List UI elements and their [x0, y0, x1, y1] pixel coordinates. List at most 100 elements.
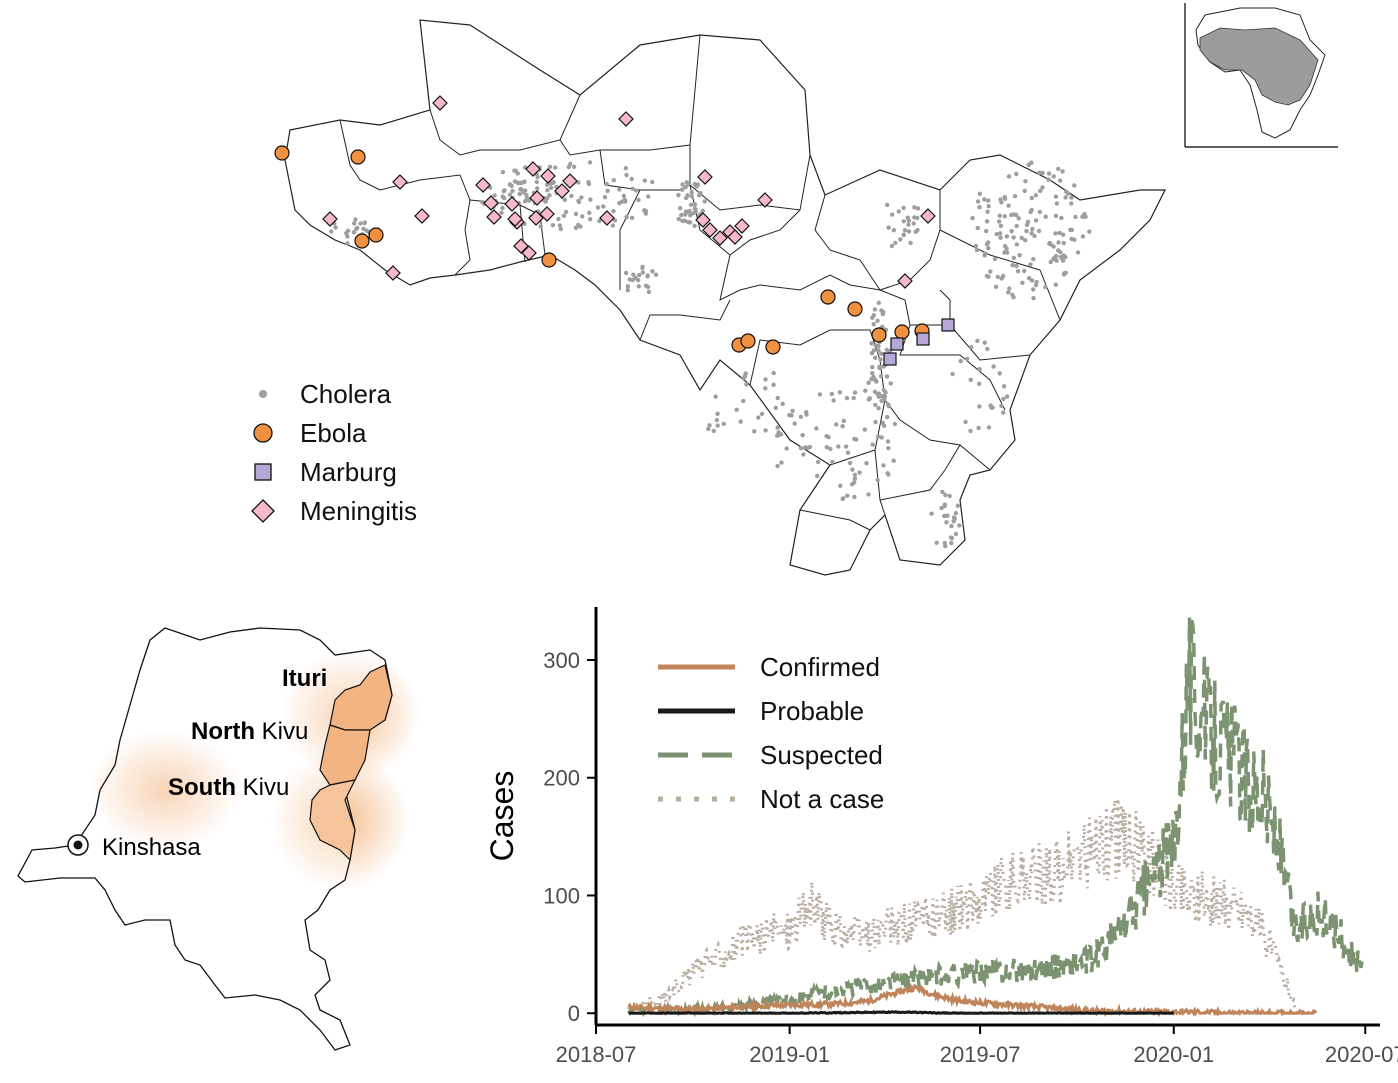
cholera-point [1053, 194, 1059, 199]
cholera-point [499, 210, 504, 215]
cholera-point [1072, 237, 1077, 242]
cholera-point [878, 357, 883, 362]
cholera-point [1029, 207, 1034, 213]
cholera-point [763, 377, 768, 382]
marburg-point [883, 352, 897, 366]
cholera-point [1051, 256, 1056, 262]
cholera-point [984, 228, 989, 234]
cholera-point [633, 188, 639, 193]
cholera-point [1019, 235, 1024, 241]
cholera-point [814, 426, 819, 431]
cholera-point [999, 276, 1004, 281]
cholera-point [1043, 284, 1048, 290]
cholera-point [636, 197, 641, 203]
x-tick-label: 2019-07 [940, 1042, 1021, 1067]
ebola-point [765, 339, 781, 355]
meningitis-point [540, 168, 556, 184]
cholera-point [1023, 179, 1028, 184]
legend-label-cholera: Cholera [300, 379, 392, 409]
cholera-point [1001, 384, 1007, 389]
meningitis-point [528, 210, 544, 226]
cholera-point [510, 188, 515, 194]
cholera-point [1033, 218, 1039, 223]
cholera-point [1014, 171, 1019, 177]
cholera-point [556, 216, 561, 222]
cholera-point [602, 194, 608, 200]
south-kivu-label-rest: Kivu [236, 774, 289, 801]
ebola-point [894, 324, 910, 340]
ebola-point [541, 252, 557, 268]
cholera-point [702, 199, 707, 204]
cholera-point [1029, 195, 1035, 201]
cholera-point [851, 395, 856, 401]
cholera-point [683, 195, 689, 201]
cholera-point [886, 225, 891, 230]
cholera-point [942, 503, 947, 509]
cholera-point [1010, 262, 1015, 268]
cholera-point [997, 231, 1003, 236]
cholera-point [640, 264, 645, 270]
cholera-point [883, 390, 888, 395]
meningitis-point [702, 222, 718, 238]
series-line-confirmed [627, 982, 1318, 1018]
cholera-point [975, 225, 980, 231]
cholera-point [949, 536, 955, 541]
cholera-point [1004, 250, 1010, 255]
cholera-point [885, 202, 890, 208]
cholera-point [829, 391, 834, 397]
africa-map [274, 19, 1166, 576]
cholera-point [986, 246, 991, 251]
cholera-point [886, 472, 891, 477]
ebola-point [274, 145, 290, 161]
cholera-point [688, 202, 694, 207]
cholera-point [1002, 195, 1007, 200]
cholera-point [610, 223, 616, 228]
cholera-point [707, 423, 712, 428]
cholera-point [1061, 240, 1067, 246]
cholera-point [617, 187, 622, 192]
cholera-point [1053, 282, 1059, 287]
cholera-point [1053, 253, 1059, 259]
cholera-point [1057, 178, 1063, 183]
cholera-point [1014, 263, 1019, 269]
legend-label-marburg: Marburg [300, 457, 397, 487]
meningitis-point [432, 95, 448, 111]
cholera-point [1004, 234, 1010, 239]
cholera-point [958, 358, 963, 364]
cholera-point [1009, 229, 1014, 234]
meningitis-point [618, 111, 634, 127]
cholera-point [790, 408, 795, 414]
cholera-point [580, 214, 585, 219]
map-legend: Cholera Ebola Marburg Meningitis [251, 379, 417, 526]
cholera-point [893, 240, 898, 246]
cholera-point [630, 186, 635, 191]
legend-label-probable: Probable [760, 696, 864, 726]
cholera-point [1004, 394, 1010, 399]
cholera-points [329, 160, 1092, 549]
cholera-point [870, 365, 875, 370]
cholera-point [838, 483, 843, 488]
cholera-point [544, 196, 550, 201]
ebola-point [740, 333, 756, 349]
cholera-point [901, 219, 906, 224]
cholera-point [986, 204, 991, 209]
cholera-point [551, 179, 556, 185]
cholera-point [986, 198, 991, 203]
cholera-point [831, 398, 836, 403]
cholera-point [875, 477, 880, 483]
cholera-point [352, 221, 357, 226]
x-axis-ticks: 2018-07 2019-01 2019-07 2020-01 2020-07 [556, 1025, 1398, 1067]
cholera-point [1033, 193, 1039, 198]
cholera-point [500, 205, 505, 211]
cholera-point [969, 345, 974, 350]
cholera-point [624, 214, 629, 220]
kinshasa-marker-dot [73, 840, 83, 850]
cholera-point [975, 338, 980, 343]
cholera-point [345, 241, 350, 246]
y-tick-label: 0 [568, 1001, 580, 1026]
meningitis-point [712, 230, 728, 246]
cholera-point [535, 174, 540, 180]
cholera-point [901, 205, 906, 211]
cholera-point [345, 228, 351, 233]
cholera-point [949, 523, 954, 529]
